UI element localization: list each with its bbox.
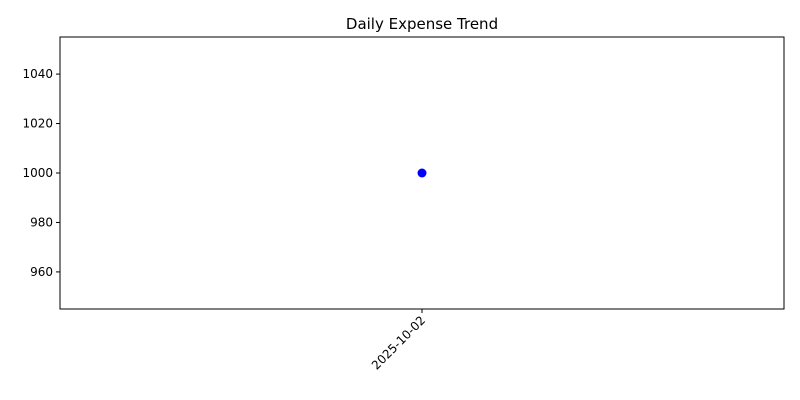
y-tick-label: 1020 bbox=[22, 117, 53, 131]
y-tick-label: 1000 bbox=[22, 166, 53, 180]
x-tick-label: 2025-10-02 bbox=[369, 313, 428, 372]
data-point bbox=[417, 168, 427, 178]
y-tick-label: 980 bbox=[30, 215, 53, 229]
y-tick-label: 960 bbox=[30, 265, 53, 279]
chart-title: Daily Expense Trend bbox=[346, 15, 498, 33]
series-layer bbox=[417, 168, 427, 178]
y-tick-label: 1040 bbox=[22, 67, 53, 81]
y-axis: 960 980 1000 1020 1040 bbox=[22, 67, 60, 279]
x-axis: 2025-10-02 bbox=[369, 309, 428, 372]
